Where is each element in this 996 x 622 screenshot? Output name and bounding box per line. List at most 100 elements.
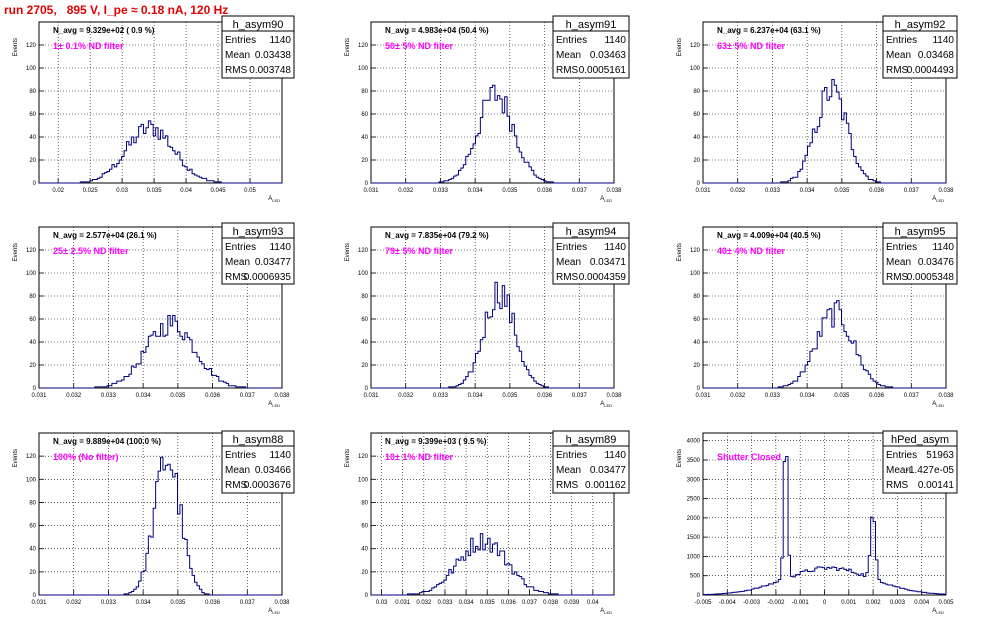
histogram-line xyxy=(39,315,282,389)
x-tick-label: 0.031 xyxy=(395,600,411,606)
y-tick-label: 100 xyxy=(358,271,369,277)
x-tick-label: 0.034 xyxy=(468,188,484,194)
stats-rms-label: RMS xyxy=(556,65,579,76)
y-tick-label: 120 xyxy=(26,454,37,460)
x-tick-label: 0.036 xyxy=(205,393,221,399)
y-tick-label: 100 xyxy=(690,271,701,277)
navg-label: N_avg = 9.329e+02 ( 0.9 %) xyxy=(53,26,155,35)
x-tick-label: 0.033 xyxy=(437,600,453,606)
stats-mean-value: 0.03438 xyxy=(255,50,292,61)
x-tick-label: 0.03 xyxy=(116,188,128,194)
stats-mean-label: Mean xyxy=(886,50,911,61)
stats-rms-label: RMS xyxy=(886,480,909,491)
navg-label: N_avg = 4.009e+04 (40.5 %) xyxy=(717,231,821,240)
histogram-line xyxy=(39,456,282,596)
x-axis-label: ALED xyxy=(268,608,280,615)
x-tick-label: 0.035 xyxy=(480,600,496,606)
y-tick-label: 40 xyxy=(361,340,368,346)
navg-label: N_avg = 4.983e+04 (50.4 %) xyxy=(385,26,489,35)
stats-rms-label: RMS xyxy=(886,272,909,283)
y-tick-label: 40 xyxy=(693,135,700,141)
x-tick-label: 0.037 xyxy=(904,393,920,399)
x-tick-label: 0.031 xyxy=(31,600,47,606)
y-tick-label: 40 xyxy=(29,547,36,553)
x-tick-label: 0.032 xyxy=(66,393,82,399)
x-tick-label: 0.025 xyxy=(83,188,99,194)
stats-histogram-name: h_asym93 xyxy=(233,226,284,238)
y-tick-label: 0 xyxy=(33,386,37,392)
y-tick-label: 0 xyxy=(365,593,369,599)
stats-entries-label: Entries xyxy=(225,242,256,253)
navg-label: N_avg = 2.577e+04 (26.1 %) xyxy=(53,231,157,240)
x-tick-label: 0.005 xyxy=(938,600,954,606)
stats-entries-label: Entries xyxy=(886,450,917,461)
stats-entries-value: 1140 xyxy=(604,450,626,461)
y-tick-label: 0 xyxy=(697,386,701,392)
y-tick-label: 40 xyxy=(29,135,36,141)
y-axis-label: Events xyxy=(677,38,683,56)
stats-entries-value: 1140 xyxy=(932,35,954,46)
stats-box-frame xyxy=(552,222,630,285)
x-tick-label: 0.034 xyxy=(136,393,152,399)
plot-frame xyxy=(702,21,947,184)
stats-mean-value: 0.03471 xyxy=(590,257,627,268)
x-tick-label: 0.031 xyxy=(31,393,47,399)
panel-h_asym92: 0.031 0.032 0.033 0.034 0.035 0.036 0.037 0.038… xyxy=(677,15,958,203)
navg-label: N_avg = 9.889e+04 (100.0 %) xyxy=(53,437,161,446)
x-axis-label: ALED xyxy=(932,401,944,408)
x-tick-label: 0.039 xyxy=(564,600,580,606)
x-tick-label: 0.034 xyxy=(468,393,484,399)
stats-box-frame xyxy=(882,222,958,285)
panel-h_asym88: 0.031 0.032 0.033 0.034 0.035 0.036 0.037 0.038… xyxy=(13,430,295,615)
stats-box: h_asym94 Entries 1140 Mean 0.03471 RMS 0.00043… xyxy=(552,222,630,285)
y-tick-label: 120 xyxy=(358,248,369,254)
x-tick-label: 0.001 xyxy=(841,600,857,606)
x-tick-label: 0.036 xyxy=(537,393,553,399)
stats-rms-value: 0.003748 xyxy=(249,65,291,76)
x-tick-label: 0.033 xyxy=(101,600,117,606)
plot-frame xyxy=(38,226,283,389)
x-tick-label: 0.036 xyxy=(869,188,885,194)
stats-box-frame xyxy=(552,430,630,494)
stats-mean-value: 0.03463 xyxy=(590,50,627,61)
navg-label: N_avg = 7.835e+04 (79.2 %) xyxy=(385,231,489,240)
filter-annotation: 79± 5% ND filter xyxy=(385,246,453,256)
y-tick-label: 2000 xyxy=(687,516,701,522)
stats-rms-value: 0.0005348 xyxy=(907,272,955,283)
stats-mean-label: Mean xyxy=(225,465,250,476)
stats-entries-label: Entries xyxy=(556,35,587,46)
y-tick-label: 80 xyxy=(29,89,36,95)
stats-box-frame xyxy=(221,222,295,285)
y-tick-label: 60 xyxy=(29,112,36,118)
x-tick-label: -0.003 xyxy=(743,600,761,606)
x-tick-label: 0.036 xyxy=(537,188,553,194)
x-tick-label: 0.037 xyxy=(904,188,920,194)
stats-histogram-name: h_asym91 xyxy=(566,19,617,31)
x-tick-label: 0.032 xyxy=(730,188,746,194)
stats-entries-value: 1140 xyxy=(269,450,291,461)
stats-rms-label: RMS xyxy=(556,272,579,283)
y-tick-label: 100 xyxy=(26,271,37,277)
stats-histogram-name: h_asym92 xyxy=(895,19,946,31)
stats-entries-label: Entries xyxy=(225,35,256,46)
y-tick-label: 120 xyxy=(26,43,37,49)
stats-entries-label: Entries xyxy=(556,450,587,461)
filter-annotation: 40± 4% ND filter xyxy=(717,246,785,256)
y-axis-label: Events xyxy=(677,449,683,467)
stats-mean-label: Mean xyxy=(556,257,581,268)
navg-label: N_avg = 9.399e+03 ( 9.5 %) xyxy=(385,437,487,446)
x-tick-label: -0.004 xyxy=(719,600,737,606)
stats-rms-value: 0.0004493 xyxy=(907,65,955,76)
x-tick-label: 0.05 xyxy=(244,188,256,194)
x-tick-label: 0.037 xyxy=(572,188,588,194)
plot-frame xyxy=(702,226,947,389)
x-tick-label: 0.034 xyxy=(800,188,816,194)
x-tick-label: 0.038 xyxy=(274,393,290,399)
panel-h_asym91: 0.031 0.032 0.033 0.034 0.035 0.036 0.037 0.038… xyxy=(345,15,630,203)
plot-frame xyxy=(370,432,615,596)
stats-mean-value: -1.427e-05 xyxy=(906,465,955,476)
x-tick-label: 0.036 xyxy=(869,393,885,399)
y-tick-label: 120 xyxy=(690,43,701,49)
y-tick-label: 60 xyxy=(29,317,36,323)
